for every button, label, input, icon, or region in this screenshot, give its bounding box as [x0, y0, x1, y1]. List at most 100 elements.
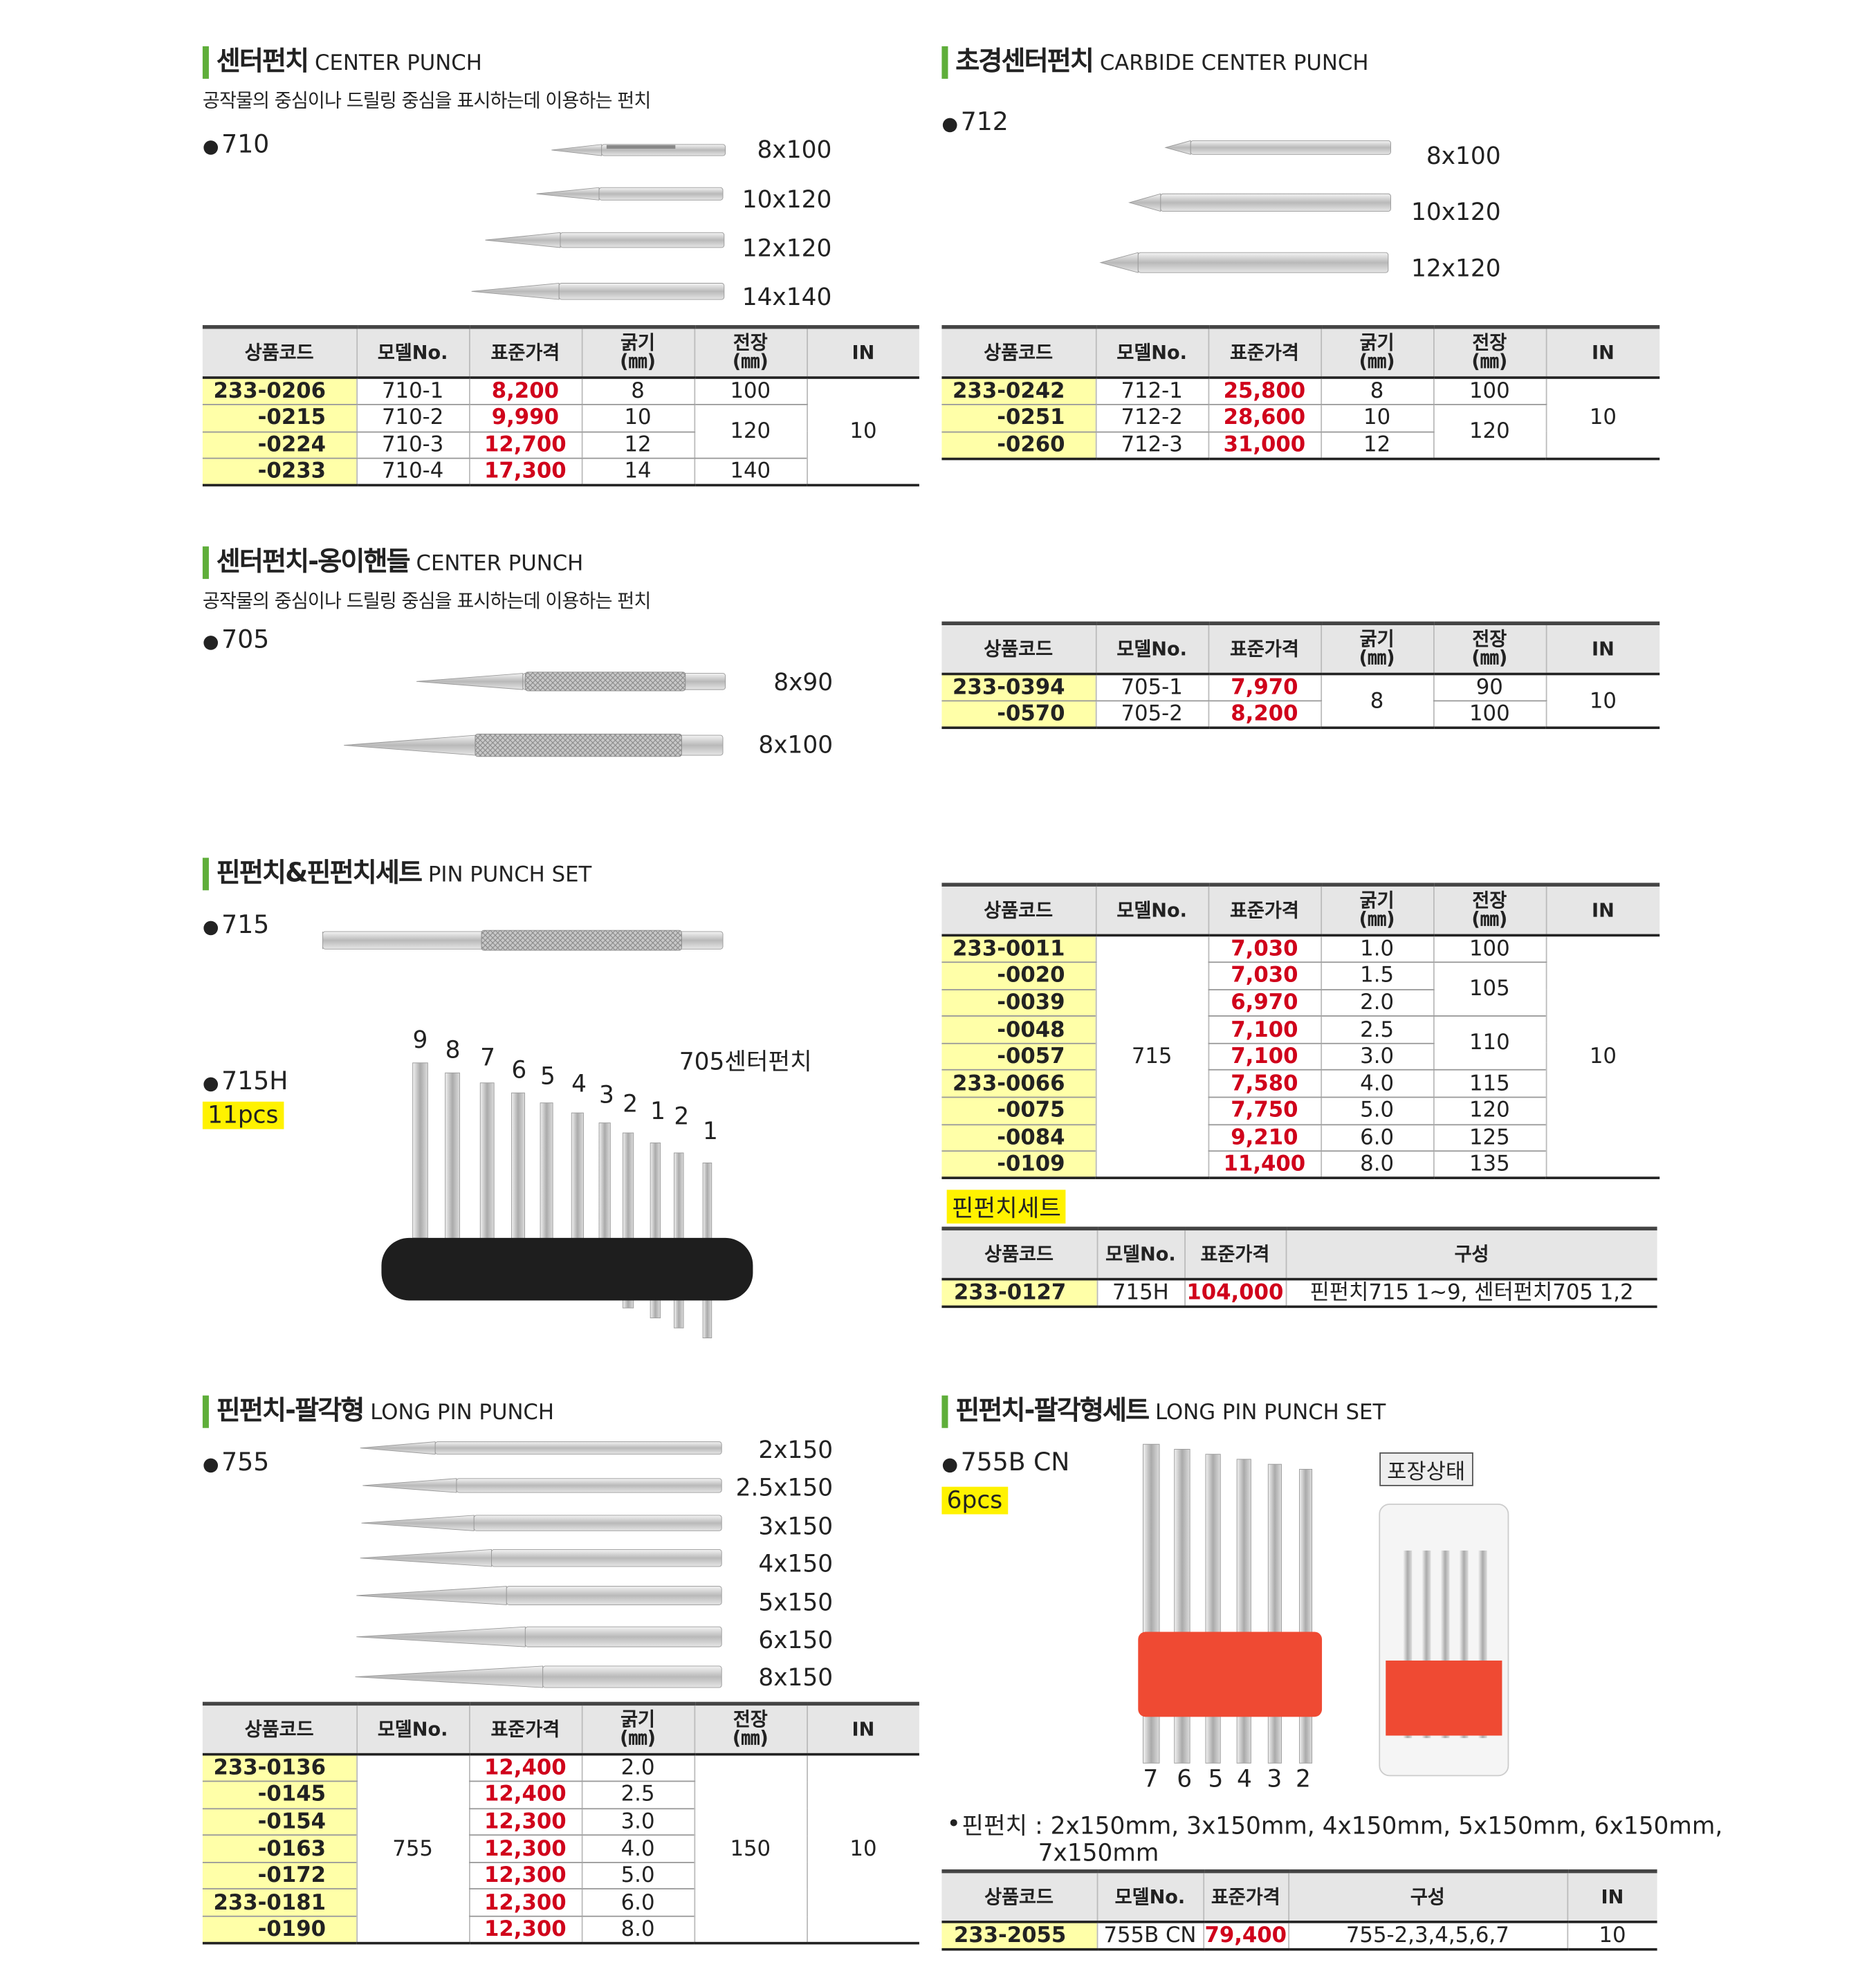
- price: 7,100: [1207, 1043, 1321, 1071]
- model: 715: [203, 909, 269, 939]
- cell: 710-2: [356, 404, 469, 432]
- row: -0039 6,970 2.0: [941, 989, 1659, 1017]
- size-label: 8x150: [758, 1664, 834, 1692]
- price: 12,300: [468, 1916, 582, 1945]
- price: 7,030: [1207, 962, 1321, 990]
- cell: 115: [1433, 1070, 1546, 1098]
- cell: 712-1: [1094, 378, 1208, 405]
- tool-body: [560, 232, 725, 248]
- size-label: 2x150: [758, 1436, 834, 1465]
- product-code: -0233: [202, 458, 357, 487]
- title-part: CENTER PUNCH: [409, 551, 584, 577]
- cell: 8.0: [1320, 1151, 1433, 1180]
- size-label: 6x150: [758, 1627, 834, 1654]
- cell: 100: [1433, 935, 1546, 963]
- price: 12,300: [468, 1862, 582, 1890]
- size-label: 12x120: [742, 234, 832, 263]
- cell: 14: [580, 458, 695, 487]
- header-cell: 전장 (㎜): [693, 1701, 807, 1756]
- header-cell: 모델No.: [356, 1701, 469, 1756]
- tool-tip: [485, 232, 561, 248]
- tool-tip: [355, 1665, 544, 1688]
- tool-body: [1160, 193, 1391, 212]
- header-cell: 상품코드: [941, 621, 1096, 676]
- cell: 100: [1433, 701, 1546, 730]
- header-row: 상품코드 모델No. 표준가격 굵기 (㎜) 전장 (㎜) IN: [202, 1701, 919, 1756]
- cell: 10: [1545, 378, 1660, 460]
- header-cell: 굵기 (㎜): [580, 1701, 695, 1756]
- product-code: -0057: [941, 1043, 1096, 1071]
- pcs-badge: 11pcs: [202, 1101, 284, 1129]
- cell: 2.0: [580, 1754, 695, 1782]
- table: 상품코드 모델No. 표준가격 구성 233-0127 715H 104,000 핀펀치715…: [941, 1226, 1657, 1309]
- package-holder: [1386, 1661, 1502, 1736]
- cell: 710-4: [356, 458, 469, 487]
- cell: 핀펀치715 1~9, 센터펀치705 1,2: [1285, 1279, 1657, 1309]
- header-cell: 상품코드: [941, 1226, 1097, 1281]
- cell: 5.0: [580, 1862, 695, 1890]
- header-row: 상품코드 모델No. 표준가격 굵기 (㎜) 전장 (㎜) IN: [941, 325, 1660, 379]
- cell: 120: [693, 404, 807, 459]
- row: 233-0011 715 7,030 1.0 100 10: [941, 935, 1660, 1180]
- cell: 10: [580, 404, 695, 432]
- tool-tip: [361, 1515, 475, 1531]
- cell: 1.5: [1320, 962, 1433, 990]
- product-code: -0084: [941, 1124, 1096, 1152]
- row: -0048 7,100 2.5 110: [941, 1016, 1659, 1071]
- row: -0163 12,300 4.0: [202, 1835, 919, 1863]
- cell: 712-3: [1094, 431, 1208, 460]
- size-label: 8x100: [757, 136, 832, 164]
- title-part: 센터펀치-옹이핸들: [216, 546, 411, 577]
- bullet: •: [946, 1810, 961, 1838]
- cell: 715: [1094, 935, 1208, 1180]
- header-cell: 모델No.: [1096, 1226, 1185, 1281]
- product-code: -0190: [202, 1916, 357, 1945]
- cell: 705-2: [1094, 701, 1208, 730]
- tool-tip: [344, 734, 476, 756]
- tool-tip: [1128, 193, 1161, 212]
- header-cell: 상품코드: [941, 325, 1096, 379]
- tool-tip: [356, 1626, 526, 1647]
- size-label: 2.5x150: [735, 1474, 834, 1502]
- row: 233-0066 7,580 4.0 115: [941, 1070, 1659, 1098]
- size-label: 8x100: [758, 731, 834, 759]
- product-code: -0020: [941, 962, 1096, 990]
- product-code: 233-0206: [202, 378, 357, 405]
- title-part: 초경센터펀치: [955, 46, 1094, 77]
- pin-number: 2: [674, 1102, 690, 1131]
- header-cell: 전장 (㎜): [693, 325, 807, 379]
- table: 상품코드 모델No. 표준가격 굵기 (㎜) 전장 (㎜) IN 233-0136 755 12…: [202, 1701, 919, 1945]
- product-code: 233-0011: [941, 935, 1096, 963]
- header-cell: 굵기 (㎜): [1320, 325, 1433, 379]
- section-title: 핀펀치&핀펀치세트 PIN PUNCH SET: [202, 858, 591, 891]
- product-code: 233-0127: [941, 1279, 1097, 1309]
- pin-number: 5: [540, 1062, 555, 1091]
- header-cell: 상품코드: [941, 1869, 1097, 1923]
- row: -0084 9,210 6.0 125: [941, 1124, 1659, 1152]
- section-title: 핀펀치-팔각형세트 LONG PIN PUNCH SET: [941, 1395, 1386, 1428]
- header-cell: IN: [1545, 325, 1660, 379]
- price: 7,750: [1207, 1097, 1321, 1125]
- row: 233-0181 12,300 6.0: [202, 1889, 919, 1917]
- header-cell: 모델No.: [1094, 325, 1208, 379]
- title-part: CARBIDE CENTER PUNCH: [1093, 51, 1369, 77]
- product-code: 233-0181: [202, 1889, 357, 1917]
- cell: 150: [693, 1754, 807, 1945]
- cell: 755-2,3,4,5,6,7: [1287, 1921, 1567, 1951]
- header-cell: 구성: [1287, 1869, 1567, 1923]
- title-part: CENTER PUNCH: [308, 51, 482, 77]
- size-label: 8x90: [773, 669, 834, 697]
- row: -0109 11,400 8.0 135: [941, 1151, 1659, 1180]
- table: 상품코드 모델No. 표준가격 구성 IN 233-2055 755B CN 79,400 75…: [941, 1869, 1657, 1951]
- row: -0020 7,030 1.5 105: [941, 962, 1659, 1017]
- price: 9,210: [1207, 1124, 1321, 1152]
- tool-tip: [1164, 140, 1191, 155]
- pin: [1267, 1463, 1282, 1764]
- header-cell: 표준가격: [1202, 1869, 1289, 1923]
- cell: 4.0: [580, 1835, 695, 1863]
- cell: 120: [1433, 404, 1546, 460]
- cell: 10: [806, 378, 919, 487]
- cell: 710-1: [356, 378, 469, 405]
- price: 12,400: [468, 1781, 582, 1809]
